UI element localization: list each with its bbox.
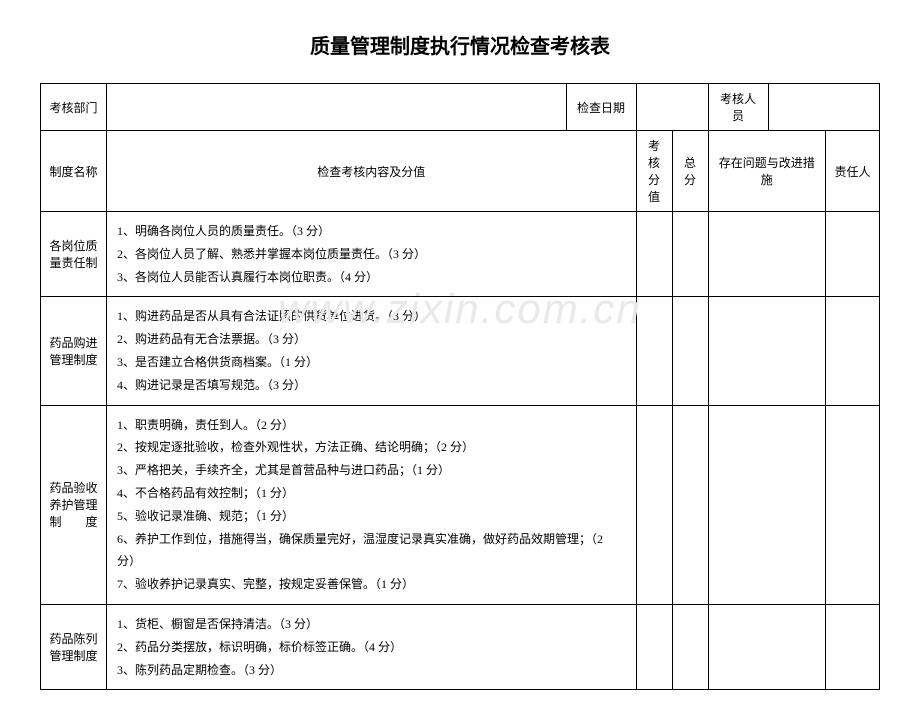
col-content-header: 检查考核内容及分值	[107, 131, 637, 212]
row-resp	[826, 297, 880, 405]
row-content: 1、货柜、橱窗是否保持清洁。（3 分）2、药品分类摆放，标识明确，标价标签正确。…	[107, 604, 637, 689]
row-resp	[826, 405, 880, 604]
col-total-header: 总分	[672, 131, 708, 212]
header-info-row: 考核部门 检查日期 考核人员	[41, 84, 880, 131]
col-name-header: 制度名称	[41, 131, 107, 212]
row-name: 各岗位质量责任制	[41, 212, 107, 297]
row-score	[636, 405, 672, 604]
date-value	[636, 84, 708, 131]
table-row: 药品购进管理制度 1、购进药品是否从具有合法证照的供货单位进货。（3 分）2、购…	[41, 297, 880, 405]
row-issue	[708, 405, 825, 604]
row-content: 1、职责明确，责任到人。（2 分）2、按规定逐批验收，检查外观性状，方法正确、结…	[107, 405, 637, 604]
assessment-table: 考核部门 检查日期 考核人员 制度名称 检查考核内容及分值 考核分值 总分 存在…	[40, 83, 880, 690]
dept-value	[107, 84, 567, 131]
row-content: 1、购进药品是否从具有合法证照的供货单位进货。（3 分）2、购进药品有无合法票据…	[107, 297, 637, 405]
person-label: 考核人员	[708, 84, 768, 131]
col-issue-header: 存在问题与改进措施	[708, 131, 825, 212]
row-content: 1、明确各岗位人员的质量责任。（3 分）2、各岗位人员了解、熟悉并掌握本岗位质量…	[107, 212, 637, 297]
row-resp	[826, 604, 880, 689]
table-row: 各岗位质量责任制 1、明确各岗位人员的质量责任。（3 分）2、各岗位人员了解、熟…	[41, 212, 880, 297]
table-row: 药品验收养护管理制 度 1、职责明确，责任到人。（2 分）2、按规定逐批验收，检…	[41, 405, 880, 604]
row-issue	[708, 212, 825, 297]
row-name: 药品验收养护管理制 度	[41, 405, 107, 604]
table-row: 药品陈列管理制度 1、货柜、橱窗是否保持清洁。（3 分）2、药品分类摆放，标识明…	[41, 604, 880, 689]
row-issue	[708, 297, 825, 405]
person-value	[768, 84, 879, 131]
row-score	[636, 212, 672, 297]
col-score-header: 考核分值	[636, 131, 672, 212]
row-name: 药品陈列管理制度	[41, 604, 107, 689]
row-total	[672, 405, 708, 604]
dept-label: 考核部门	[41, 84, 107, 131]
row-score	[636, 297, 672, 405]
column-header-row: 制度名称 检查考核内容及分值 考核分值 总分 存在问题与改进措施 责任人	[41, 131, 880, 212]
page-title: 质量管理制度执行情况检查考核表	[40, 30, 880, 59]
row-total	[672, 297, 708, 405]
row-total	[672, 604, 708, 689]
col-resp-header: 责任人	[826, 131, 880, 212]
row-name: 药品购进管理制度	[41, 297, 107, 405]
row-resp	[826, 212, 880, 297]
row-issue	[708, 604, 825, 689]
date-label: 检查日期	[566, 84, 636, 131]
row-total	[672, 212, 708, 297]
row-score	[636, 604, 672, 689]
